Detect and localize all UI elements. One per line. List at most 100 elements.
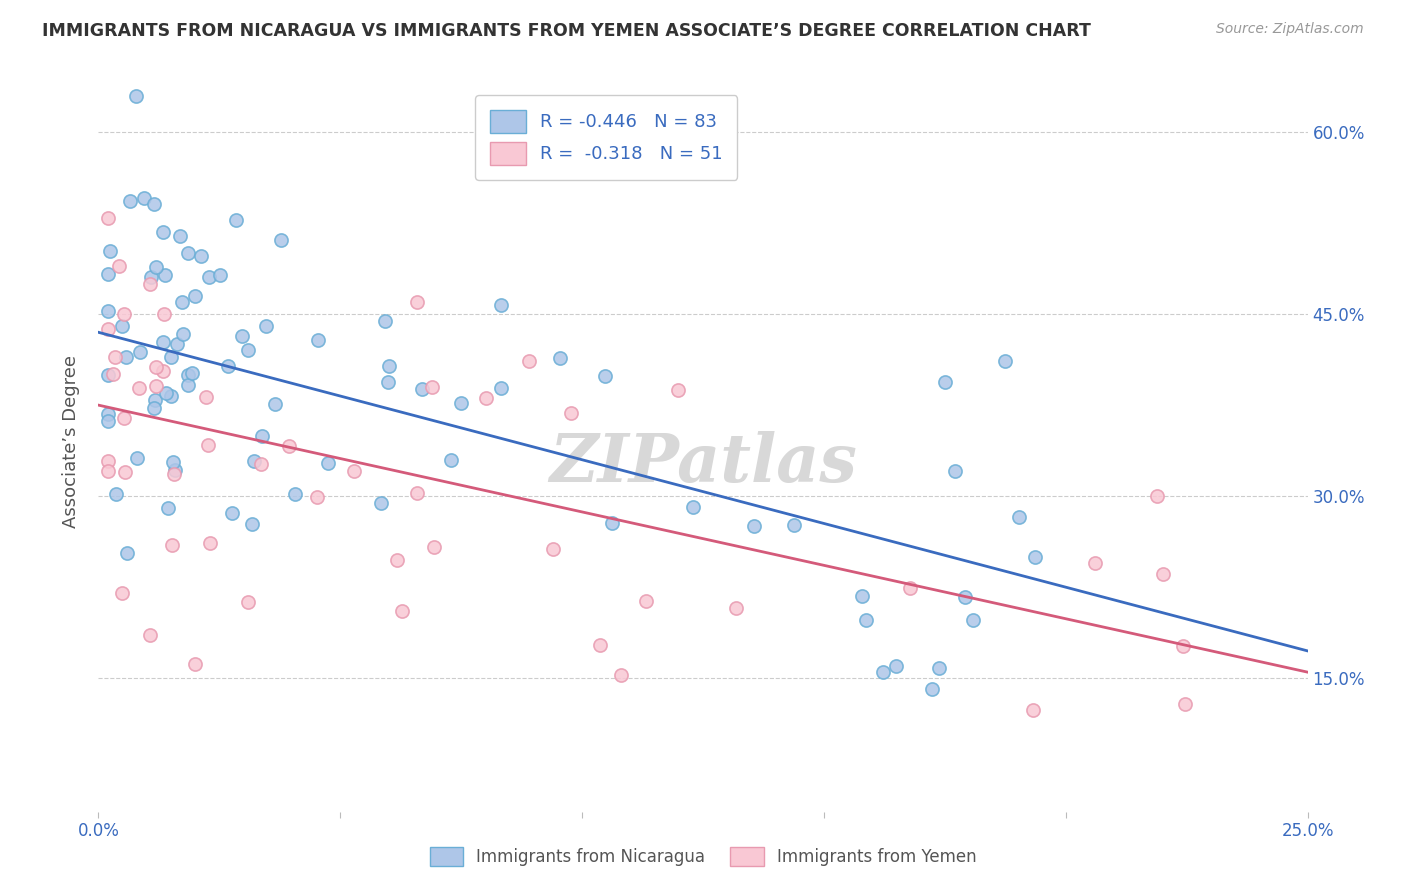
Point: [157, 500, 180, 515]
Point: [385, 553, 408, 567]
Point: [284, 487, 307, 501]
Point: [855, 613, 877, 627]
Point: [184, 657, 207, 672]
Point: [668, 383, 690, 397]
Point: [97, 267, 120, 281]
Point: [783, 517, 806, 532]
Point: [114, 465, 136, 479]
Point: [162, 455, 184, 469]
Point: [117, 546, 139, 560]
Point: [1174, 697, 1197, 711]
Point: [160, 538, 183, 552]
Y-axis label: Associate’s Degree: Associate’s Degree: [62, 355, 80, 528]
Point: [155, 385, 177, 400]
Point: [898, 581, 921, 595]
Point: [391, 603, 413, 617]
Point: [742, 519, 765, 533]
Point: [132, 191, 155, 205]
Point: [440, 452, 463, 467]
Point: [343, 464, 366, 478]
Point: [406, 295, 429, 310]
Point: [225, 213, 247, 227]
Point: [595, 368, 617, 383]
Point: [142, 197, 165, 211]
Point: [411, 382, 433, 396]
Point: [724, 601, 747, 615]
Point: [169, 229, 191, 244]
Point: [962, 614, 984, 628]
Point: [589, 638, 612, 652]
Point: [177, 245, 200, 260]
Point: [316, 456, 339, 470]
Point: [305, 490, 328, 504]
Point: [104, 487, 127, 501]
Point: [111, 586, 134, 600]
Point: [231, 328, 253, 343]
Point: [97, 304, 120, 318]
Point: [1024, 550, 1046, 565]
Point: [993, 353, 1015, 368]
Point: [172, 294, 194, 309]
Point: [307, 333, 329, 347]
Point: [884, 659, 907, 673]
Point: [1021, 702, 1043, 716]
Point: [104, 350, 127, 364]
Point: [112, 411, 135, 425]
Point: [152, 364, 174, 378]
Point: [97, 414, 120, 428]
Point: [378, 359, 401, 374]
Point: [108, 259, 131, 273]
Point: [139, 628, 162, 642]
Point: [190, 249, 212, 263]
Point: [197, 437, 219, 451]
Point: [420, 380, 443, 394]
Point: [160, 351, 183, 365]
Point: [377, 375, 399, 389]
Point: [166, 337, 188, 351]
Point: [1008, 509, 1031, 524]
Point: [270, 233, 292, 247]
Point: [560, 406, 582, 420]
Point: [422, 540, 444, 554]
Legend: R = -0.446   N = 83, R =  -0.318   N = 51: R = -0.446 N = 83, R = -0.318 N = 51: [475, 95, 737, 179]
Point: [1152, 567, 1174, 582]
Text: IMMIGRANTS FROM NICARAGUA VS IMMIGRANTS FROM YEMEN ASSOCIATE’S DEGREE CORRELATIO: IMMIGRANTS FROM NICARAGUA VS IMMIGRANTS …: [42, 22, 1091, 40]
Point: [152, 307, 174, 321]
Point: [1146, 488, 1168, 502]
Point: [1084, 556, 1107, 570]
Point: [198, 270, 221, 285]
Point: [278, 439, 301, 453]
Point: [172, 327, 194, 342]
Point: [238, 595, 260, 609]
Point: [240, 517, 263, 532]
Point: [250, 429, 273, 443]
Point: [600, 516, 623, 531]
Point: [541, 541, 564, 556]
Point: [243, 453, 266, 467]
Point: [195, 390, 218, 404]
Legend: Immigrants from Nicaragua, Immigrants from Yemen: Immigrants from Nicaragua, Immigrants fr…: [422, 838, 984, 875]
Point: [139, 277, 162, 292]
Point: [128, 380, 150, 394]
Point: [475, 391, 498, 405]
Point: [406, 486, 429, 500]
Point: [682, 500, 704, 515]
Point: [145, 360, 167, 375]
Point: [264, 397, 287, 411]
Point: [128, 344, 150, 359]
Point: [97, 408, 120, 422]
Point: [236, 343, 259, 357]
Point: [1173, 639, 1195, 653]
Point: [921, 682, 943, 697]
Point: [160, 389, 183, 403]
Point: [177, 368, 200, 383]
Point: [139, 270, 162, 285]
Point: [152, 225, 174, 239]
Point: [143, 401, 166, 415]
Point: [548, 351, 571, 366]
Point: [125, 88, 148, 103]
Point: [153, 268, 176, 282]
Point: [163, 467, 186, 481]
Point: [872, 665, 894, 680]
Point: [181, 366, 204, 380]
